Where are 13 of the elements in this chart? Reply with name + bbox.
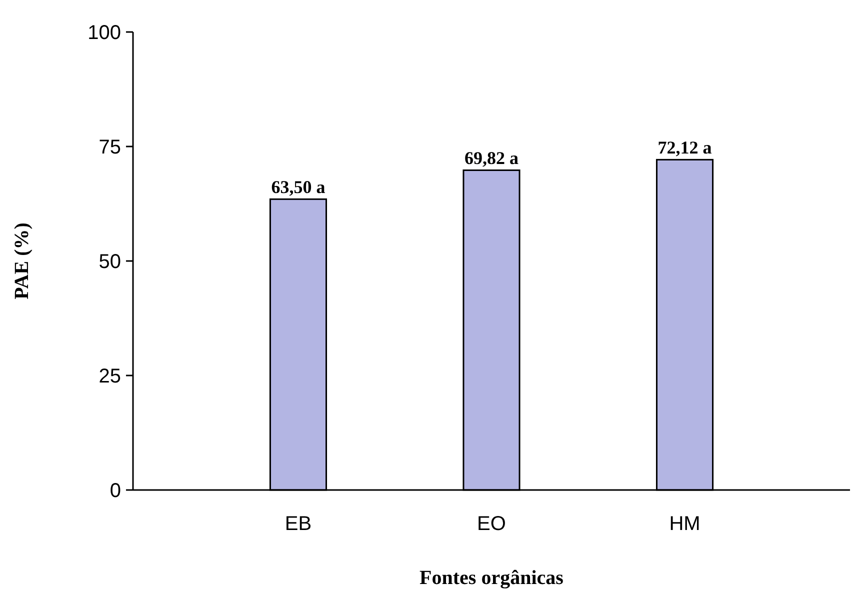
x-tick-label: EB	[284, 513, 312, 535]
x-tick-label: EO	[477, 513, 506, 535]
y-tick-label: 75	[98, 136, 121, 158]
y-tick-label: 100	[88, 22, 121, 44]
x-axis-title: Fontes orgânicas	[420, 567, 564, 589]
y-tick-label: 25	[98, 366, 121, 388]
y-axis-title: PAE (%)	[11, 222, 33, 300]
data-label: 63,50 a	[271, 177, 326, 198]
y-tick-label: 0	[110, 480, 121, 502]
y-tick-label: 50	[98, 251, 121, 273]
x-tick-label: HM	[669, 513, 700, 535]
data-label: 69,82 a	[464, 148, 518, 168]
data-label: 72,12 a	[658, 138, 712, 158]
